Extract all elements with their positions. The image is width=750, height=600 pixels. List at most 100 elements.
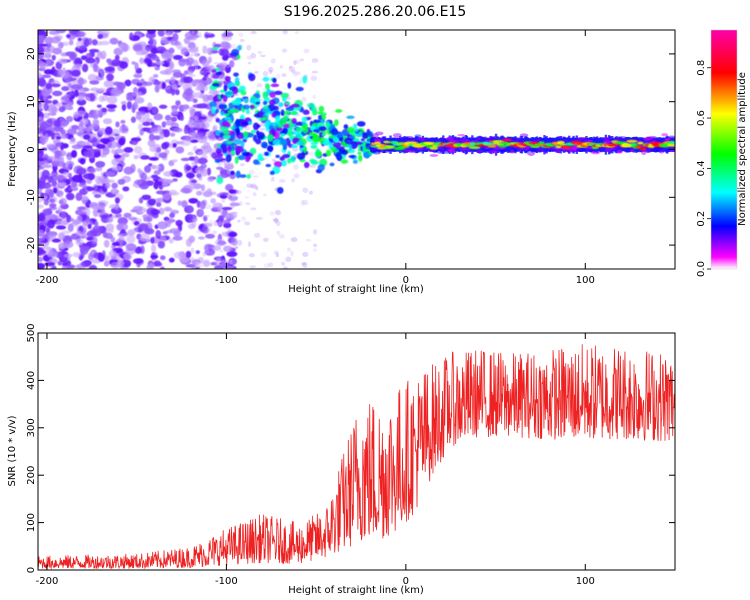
heatmap-cell bbox=[247, 241, 252, 248]
heatmap-cell bbox=[618, 136, 627, 141]
heatmap-cell bbox=[172, 159, 178, 163]
heatmap-cell bbox=[312, 248, 318, 252]
heatmap-cell bbox=[217, 215, 225, 223]
heatmap-cell bbox=[202, 251, 207, 257]
heatmap-cell bbox=[519, 133, 529, 138]
heatmap-cell bbox=[303, 48, 310, 54]
heatmap-cell bbox=[38, 256, 44, 263]
heatmap-cell bbox=[183, 70, 189, 75]
heatmap-cell bbox=[144, 57, 152, 64]
heatmap-cell bbox=[100, 214, 110, 219]
heatmap-cell bbox=[221, 260, 229, 267]
heatmap-cell bbox=[194, 66, 199, 70]
snr-xtick-label: 100 bbox=[576, 576, 595, 587]
heatmap-cell bbox=[268, 262, 274, 268]
heatmap-cell bbox=[111, 182, 118, 189]
heatmap-cell bbox=[53, 127, 63, 132]
heatmap-cell bbox=[287, 247, 291, 252]
heatmap-cell bbox=[290, 237, 298, 243]
heatmap-cell bbox=[163, 52, 175, 60]
heatmap-cell bbox=[239, 38, 245, 43]
heatmap-cell bbox=[268, 69, 273, 75]
heatmap-cell bbox=[66, 128, 78, 135]
heatmap-cell bbox=[150, 237, 155, 244]
heatmap-cell bbox=[78, 120, 84, 127]
heatmap-cell bbox=[43, 102, 49, 112]
heatmap-cell bbox=[464, 147, 471, 151]
heatmap-cell bbox=[275, 115, 281, 124]
spectrogram-xtick-label: -100 bbox=[215, 275, 238, 286]
heatmap-cell bbox=[192, 218, 198, 223]
heatmap-cell bbox=[221, 120, 230, 127]
heatmap-cell bbox=[269, 170, 275, 175]
heatmap-cell bbox=[665, 147, 671, 152]
heatmap-cell bbox=[416, 139, 422, 143]
heatmap-cell bbox=[104, 182, 111, 189]
heatmap-cell bbox=[150, 127, 161, 134]
heatmap-cell bbox=[228, 195, 238, 201]
heatmap-cell bbox=[220, 93, 225, 99]
heatmap-cell bbox=[110, 236, 116, 243]
heatmap-cell bbox=[292, 71, 298, 77]
heatmap-cell bbox=[104, 66, 115, 72]
heatmap-cell bbox=[135, 50, 147, 56]
heatmap-cell bbox=[151, 174, 159, 179]
heatmap-cell bbox=[282, 153, 290, 159]
heatmap-cell bbox=[190, 256, 195, 262]
heatmap-cell bbox=[374, 141, 382, 145]
heatmap-cell bbox=[308, 190, 313, 195]
heatmap-cell bbox=[116, 223, 123, 231]
heatmap-cell bbox=[269, 91, 276, 98]
heatmap-cell bbox=[246, 44, 252, 51]
heatmap-cell bbox=[644, 137, 653, 141]
heatmap-cell bbox=[302, 126, 309, 134]
heatmap-cell bbox=[317, 111, 324, 115]
heatmap-cell bbox=[115, 213, 122, 218]
heatmap-cell bbox=[303, 161, 310, 169]
heatmap-cell bbox=[554, 149, 561, 154]
heatmap-cell bbox=[180, 48, 189, 56]
heatmap-cell bbox=[142, 121, 151, 127]
heatmap-cell bbox=[38, 247, 45, 255]
heatmap-cell bbox=[87, 223, 92, 230]
heatmap-cell bbox=[147, 30, 156, 35]
heatmap-cell bbox=[325, 120, 331, 129]
heatmap-cell bbox=[133, 74, 143, 78]
heatmap-cell bbox=[248, 169, 255, 175]
heatmap-cell bbox=[312, 164, 316, 169]
heatmap-cell bbox=[215, 71, 223, 76]
heatmap-cell bbox=[424, 138, 432, 143]
heatmap-cell bbox=[120, 119, 126, 124]
heatmap-cell bbox=[262, 71, 269, 77]
spectrogram-ytick-label: 20 bbox=[26, 48, 37, 61]
heatmap-cell bbox=[246, 174, 251, 179]
heatmap-cell bbox=[204, 248, 210, 255]
heatmap-cell bbox=[168, 61, 175, 70]
heatmap-cell bbox=[249, 104, 255, 109]
heatmap-cell bbox=[70, 137, 76, 142]
heatmap-cell bbox=[76, 167, 87, 175]
heatmap-cell bbox=[355, 132, 363, 138]
heatmap-cell bbox=[154, 60, 165, 66]
heatmap-cell bbox=[98, 202, 105, 206]
heatmap-cell bbox=[97, 33, 104, 39]
heatmap-cell bbox=[138, 197, 144, 204]
heatmap-cell bbox=[286, 107, 294, 112]
heatmap-cell bbox=[111, 59, 121, 67]
heatmap-cell bbox=[193, 46, 200, 49]
heatmap-cell bbox=[133, 146, 143, 154]
heatmap-cell bbox=[222, 130, 231, 135]
heatmap-cell bbox=[321, 132, 327, 137]
heatmap-cell bbox=[200, 184, 205, 192]
heatmap-cell bbox=[366, 138, 376, 143]
heatmap-cell bbox=[168, 191, 180, 196]
heatmap-cell bbox=[293, 59, 301, 64]
heatmap-cell bbox=[195, 79, 204, 83]
heatmap-cell bbox=[245, 108, 250, 115]
heatmap-cell bbox=[274, 90, 283, 96]
heatmap-cell bbox=[275, 220, 281, 227]
heatmap-cell bbox=[65, 115, 74, 123]
heatmap-cell bbox=[257, 153, 264, 161]
heatmap-cell bbox=[189, 113, 196, 119]
heatmap-cell bbox=[220, 41, 227, 47]
